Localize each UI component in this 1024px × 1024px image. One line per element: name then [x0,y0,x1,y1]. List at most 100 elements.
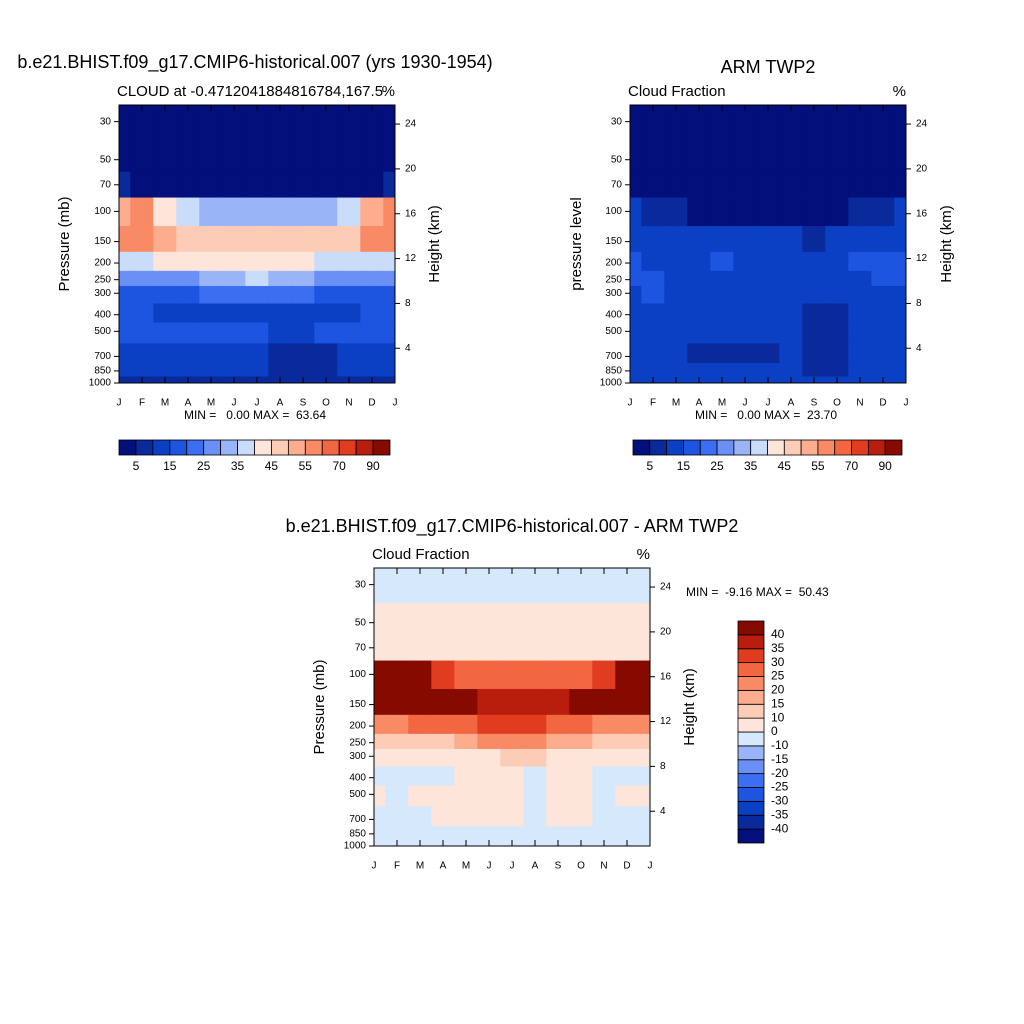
contour-cell [222,171,247,199]
colorbar-label: -35 [771,807,789,821]
x-tick-label: A [277,398,284,409]
contour-cell [641,363,666,378]
contour-cell [848,363,873,378]
contour-cell [592,733,617,750]
contour-cell [291,322,316,345]
contour-cell [222,322,247,345]
y-tick-label: 250 [94,274,111,285]
contour-cell [360,343,385,365]
contour-cell [268,285,293,305]
contour-cell [385,733,410,750]
y-tick-label: 100 [605,206,622,217]
contour-cell [222,285,247,305]
colorbar-label: -25 [771,780,789,794]
contour-cell [664,251,689,272]
colorbar-box [632,439,651,456]
contour-cell [592,634,617,662]
y-tick-label: 300 [94,288,111,299]
contour-cell [383,105,395,142]
contour-cell [153,225,178,253]
contour-cell [733,171,758,199]
contour-cell [385,766,410,787]
colorbar-box [867,439,886,456]
contour-cell [756,322,781,345]
contour-cell [592,688,617,716]
contour-cell [894,343,906,365]
x-tick-label: N [345,398,352,409]
contour-cell [268,171,293,199]
contour-cell [314,197,339,227]
colorbar-label: 15 [771,696,785,710]
contour-cell [153,322,178,345]
contour-cell [500,660,525,690]
contour-field [119,105,395,383]
contour-cell [408,806,433,828]
contour-cell [199,225,224,253]
y-tick-label: 700 [94,351,111,362]
contour-cell [383,270,395,287]
contour-cell [664,225,689,253]
contour-cell [641,343,666,365]
contour-cell [477,766,502,787]
x-tick-label: J [904,398,909,409]
y2-tick-label: 8 [405,298,411,309]
contour-cell [408,634,433,662]
contour-cell [383,322,395,345]
contour-cell [894,285,906,305]
x-tick-label: A [788,398,795,409]
contour-cell [176,225,201,253]
contour-cell [523,603,548,636]
colorbar-label: 25 [197,459,211,473]
contour-cell [546,766,571,787]
contour-cell [314,171,339,199]
contour-cell [153,363,178,378]
contour-cell [119,322,132,345]
contour-cell [825,140,850,173]
contour-cell [153,303,178,324]
contour-cell [199,197,224,227]
contour-cell [360,270,385,287]
contour-cell [176,363,201,378]
contour-cell [615,748,640,768]
colorbar-label: 90 [366,459,380,473]
contour-cell [454,714,479,735]
x-tick-label: O [577,861,585,872]
contour-cell [779,225,804,253]
colorbar-box [737,731,765,747]
contour-cell [630,225,643,253]
contour-cell [710,303,735,324]
contour-cell [523,826,548,841]
contour-cell [337,197,362,227]
contour-cell [153,140,178,173]
y2-tick-label: 4 [916,343,922,354]
x-tick-label: J [487,861,492,872]
contour-cell [500,714,525,735]
contour-cell [245,171,270,199]
contour-cell [454,660,479,690]
contour-cell [477,748,502,768]
contour-cell [374,766,387,787]
y-tick-label: 300 [605,288,622,299]
contour-cell [569,748,594,768]
contour-cell [641,270,666,287]
contour-cell [383,171,395,199]
contour-cell [408,688,433,716]
y-axis-label: Pressure (mb) [311,659,328,754]
contour-cell [802,197,827,227]
x-tick-label: N [856,398,863,409]
contour-cell [477,603,502,636]
contour-cell [615,634,640,662]
contour-cell [569,766,594,787]
contour-field [374,568,650,846]
contour-cell [630,197,643,227]
colorbar-box [817,439,836,456]
contour-cell [119,270,132,287]
contour-cell [360,251,385,272]
colorbar-box [737,787,765,802]
contour-cell [756,140,781,173]
contour-cell [664,140,689,173]
contour-cell [569,826,594,841]
contour-cell [153,270,178,287]
contour-cell [848,270,873,287]
contour-cell [592,766,617,787]
